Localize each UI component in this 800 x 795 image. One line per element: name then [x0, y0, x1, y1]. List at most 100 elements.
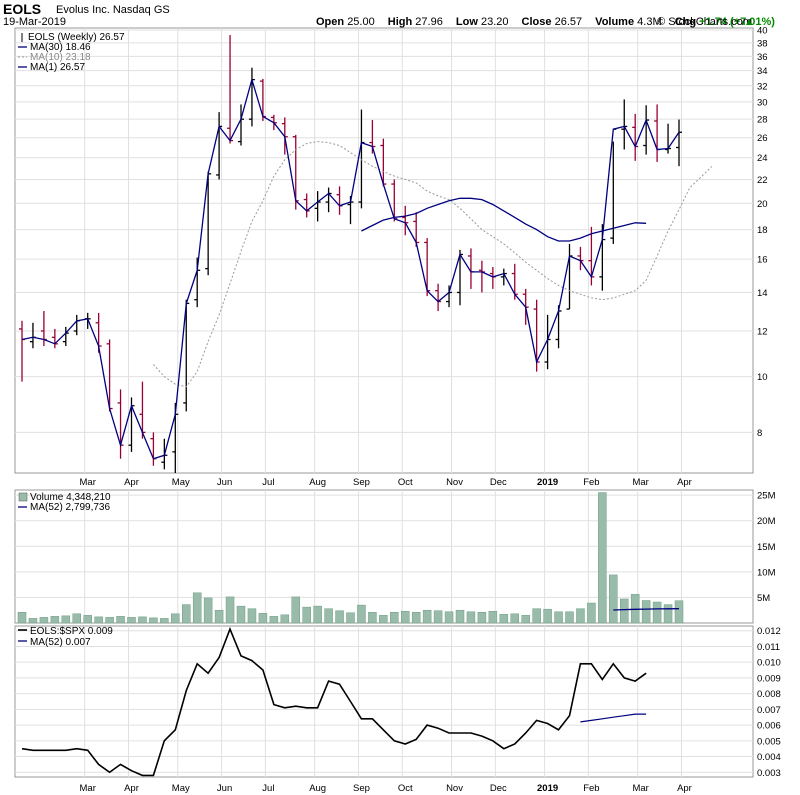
volume-bar: [433, 610, 443, 624]
x-tick-label: Jun: [217, 783, 232, 794]
ticker-symbol: EOLS: [3, 1, 42, 17]
chart-date: 19-Mar-2019: [3, 16, 66, 28]
ratio-line: [21, 626, 647, 777]
volume-bar: [576, 608, 585, 624]
volume-bar: [192, 592, 202, 624]
volume-bar: [543, 608, 552, 624]
x-tick-label: Feb: [583, 477, 599, 488]
volume-bar: [554, 611, 563, 624]
price-y-tick-label: 16: [757, 255, 768, 266]
x-tick-label: Nov: [446, 783, 463, 794]
high-value: 27.96: [415, 16, 443, 28]
volume-bar: [94, 616, 103, 624]
ratio-y-tick-label: 0.007: [757, 705, 781, 716]
volume-bar: [61, 615, 71, 624]
ma1-legend-label: MA(1) 26.57: [30, 62, 85, 73]
volume-bar: [313, 605, 322, 624]
close-value: 26.57: [554, 16, 583, 28]
x-tick-label: Mar: [80, 477, 96, 488]
volume-y-tick-label: 10M: [757, 567, 776, 578]
volume-bar: [138, 616, 147, 624]
ratio-panel-frame: [14, 625, 754, 778]
volume-y-tick-label: 25M: [757, 491, 776, 502]
price-y-tick-label: 30: [757, 97, 768, 108]
close-label: Close: [521, 16, 552, 28]
price-y-tick-label: 28: [757, 115, 768, 126]
ohlc-bar: [676, 119, 682, 167]
volume-bar: [116, 616, 125, 624]
ratio-y-tick-label: 0.008: [757, 689, 781, 700]
x-tick-label: 2019: [537, 477, 558, 488]
volume-bar: [149, 617, 158, 624]
volume-legend-swatch: [18, 492, 28, 502]
ma10-line: [153, 141, 713, 388]
x-tick-label: Aug: [309, 477, 326, 488]
volume-bar: [641, 600, 651, 624]
volume-bar: [280, 614, 290, 624]
price-y-tick-label: 10: [757, 372, 768, 383]
volume-bar: [598, 492, 607, 624]
volume-bar: [444, 611, 454, 624]
price-y-tick-label: 14: [757, 288, 768, 299]
price-y-tick-label: 36: [757, 52, 768, 63]
volume-ma-legend-label: MA(52) 2,799,736: [30, 502, 110, 513]
x-tick-label: Sep: [353, 477, 370, 488]
volume-bar: [609, 574, 618, 624]
volume-bar: [72, 613, 81, 624]
price-y-tick-label: 22: [757, 175, 768, 186]
x-tick-label: Apr: [124, 783, 139, 794]
volume-bar: [663, 604, 673, 624]
volume-bar: [160, 618, 169, 624]
ratio-ma-legend-label: MA(52) 0.007: [30, 637, 91, 648]
x-tick-label: Oct: [398, 477, 413, 488]
x-tick-label: Dec: [490, 783, 507, 794]
x-tick-label: Oct: [398, 783, 413, 794]
volume-bar: [587, 602, 596, 624]
ratio-y-tick-label: 0.009: [757, 673, 781, 684]
volume-bar: [258, 613, 268, 624]
x-tick-label: Mar: [80, 783, 96, 794]
x-tick-label: Feb: [583, 783, 599, 794]
volume-legend-label: Volume 4,348,210: [30, 492, 111, 503]
low-label: Low: [455, 16, 478, 28]
volume-bar: [379, 615, 388, 624]
price-y-tick-label: 34: [757, 66, 768, 77]
volume-bar: [674, 600, 684, 624]
volume-bar: [335, 610, 344, 624]
volume-bar: [565, 611, 574, 624]
volume-bar: [203, 597, 213, 624]
price-legend-main: EOLS (Weekly) 26.57: [28, 32, 125, 43]
volume-bar: [488, 610, 498, 624]
volume-bar: [346, 612, 355, 624]
x-tick-label: May: [172, 783, 190, 794]
volume-bar: [422, 609, 432, 624]
volume-bar: [39, 617, 49, 624]
volume-bar: [302, 606, 311, 624]
price-panel-frame: [14, 27, 754, 474]
volume-bar: [477, 612, 487, 624]
volume-bar: [83, 615, 92, 624]
x-tick-label: Mar: [632, 783, 648, 794]
ma30-line: [361, 197, 647, 242]
x-tick-label: Mar: [632, 477, 648, 488]
price-y-tick-label: 26: [757, 133, 768, 144]
price-y-tick-label: 18: [757, 225, 768, 236]
ratio-y-tick-label: 0.006: [757, 721, 781, 732]
ratio-legend-label: EOLS:$SPX 0.009: [30, 626, 113, 637]
price-y-tick-label: 20: [757, 199, 768, 210]
volume-bar: [620, 598, 629, 624]
ratio-y-tick-label: 0.005: [757, 736, 781, 747]
volume-panel-frame: [14, 489, 754, 624]
price-y-tick-label: 24: [757, 153, 768, 164]
x-tick-label: May: [172, 477, 190, 488]
chg-label: Chg: [674, 16, 697, 28]
up-arrow-icon: [746, 19, 752, 25]
ma1-close-line: [21, 77, 680, 460]
volume-bar: [368, 612, 377, 624]
volume-bar: [521, 615, 530, 624]
volume-bar: [105, 617, 114, 624]
copyright-notice: © StockCharts.com: [657, 16, 752, 28]
volume-y-tick-label: 5M: [757, 593, 770, 604]
volume-bar: [532, 608, 541, 624]
